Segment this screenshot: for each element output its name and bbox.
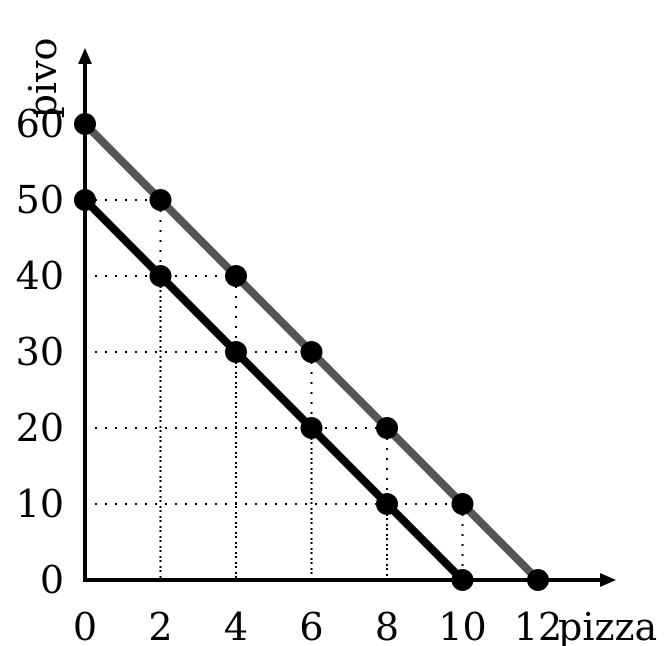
- data-point-s0-0: [74, 113, 96, 135]
- y-tick-label-50: 50: [16, 178, 64, 222]
- y-tick-label-20: 20: [16, 406, 64, 450]
- x-axis-arrow: [600, 573, 616, 587]
- x-tick-label-10: 10: [438, 605, 486, 646]
- x-tick-label-8: 8: [375, 605, 399, 646]
- data-point-s0-3: [300, 341, 323, 363]
- data-point-s1-2: [225, 341, 247, 363]
- y-axis-arrow: [78, 48, 92, 64]
- x-axis-title: pizza: [558, 605, 657, 646]
- data-points: [74, 113, 549, 591]
- data-point-s0-6: [527, 569, 549, 591]
- x-tick-label-2: 2: [148, 605, 172, 646]
- x-tick-labels: 0 2 4 6 8 10 12: [73, 605, 562, 646]
- y-tick-label-0: 0: [40, 558, 64, 602]
- y-tick-labels: 0 10 20 30 40 50 60: [16, 102, 64, 602]
- y-tick-label-10: 10: [16, 482, 64, 526]
- axes: [78, 48, 616, 587]
- y-axis-title: pivo: [21, 38, 65, 119]
- x-tick-label-6: 6: [299, 605, 323, 646]
- data-point-s0-4: [376, 417, 398, 439]
- data-point-s1-0: [74, 189, 96, 211]
- data-point-s0-1: [149, 189, 172, 211]
- guide-lines: [85, 199, 464, 580]
- series-line-1: [81, 196, 467, 584]
- x-tick-label-12: 12: [514, 605, 562, 646]
- data-point-s1-4: [376, 493, 398, 515]
- y-tick-label-60: 60: [16, 102, 64, 146]
- data-point-s1-5: [451, 569, 474, 591]
- data-point-s0-5: [451, 493, 474, 515]
- data-point-s1-3: [300, 417, 323, 439]
- y-tick-label-40: 40: [16, 254, 64, 298]
- data-point-s0-2: [225, 265, 247, 287]
- y-tick-label-30: 30: [16, 330, 64, 374]
- data-point-s1-1: [149, 265, 172, 287]
- x-tick-label-4: 4: [224, 605, 248, 646]
- x-tick-label-0: 0: [73, 605, 97, 646]
